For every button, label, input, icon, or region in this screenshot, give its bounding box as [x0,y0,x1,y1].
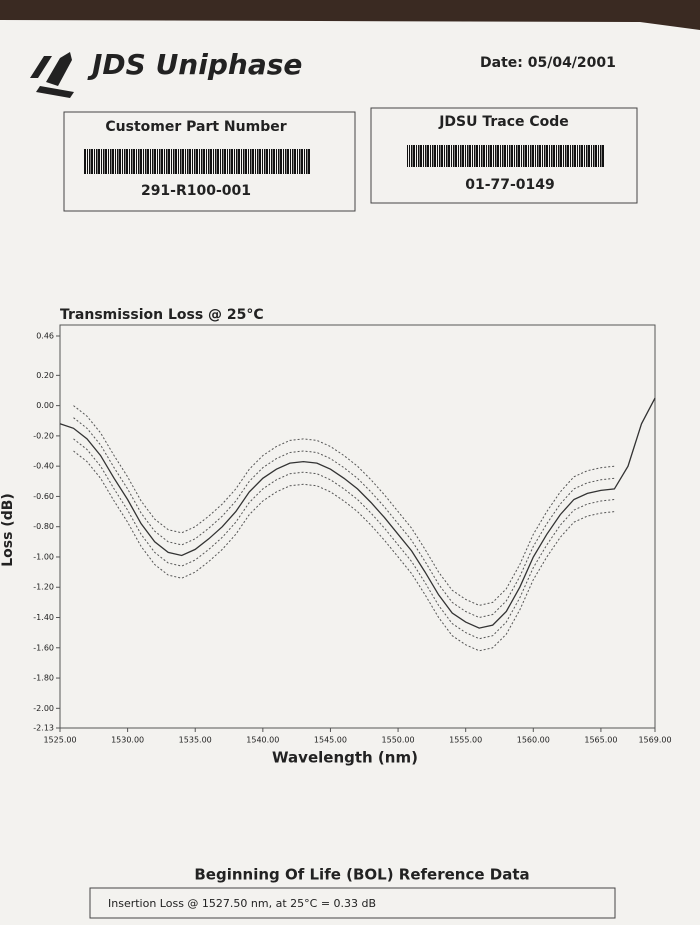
y-tick-label: -1.20 [33,583,54,592]
box-title: JDSU Trace Code [438,114,569,130]
bound-line [73,417,615,619]
date: Date: 05/04/2001 [480,55,616,71]
box-value: 291-R100-001 [141,183,251,199]
y-tick-label: -0.20 [33,431,54,440]
loss-line [59,397,656,629]
x-tick-label: 1569.00 [638,736,671,745]
paper [0,20,700,925]
footer-title: Beginning Of Life (BOL) Reference Data [194,866,529,884]
logo-text: JDS Uniphase [87,48,302,81]
y-tick-label: -1.40 [33,613,54,622]
y-tick-label: -2.13 [33,724,54,733]
y-tick-label: -0.40 [33,462,54,471]
y-tick-label: -0.60 [33,492,54,501]
x-tick-label: 1535.00 [179,736,212,745]
bound-line [73,450,615,652]
x-tick-label: 1550.00 [382,736,415,745]
box [63,111,356,212]
y-tick-label: 0.20 [36,371,54,380]
x-tick-label: 1530.00 [111,736,144,745]
y-axis-label: Loss (dB) [0,493,16,567]
y-tick-label: -2.00 [33,704,54,713]
y-tick-label: -1.00 [33,552,54,561]
x-tick-label: 1525.00 [43,736,76,745]
barcode [407,145,605,167]
box-value: 01-77-0149 [465,177,555,193]
y-tick-label: 0.00 [36,401,54,410]
footer-note: Insertion Loss @ 1527.50 nm, at 25°C = 0… [108,897,376,910]
logo-icon [30,52,74,98]
y-tick-label: -0.80 [33,522,54,531]
footer-box [89,887,616,919]
box [370,107,638,204]
box-title: Customer Part Number [105,119,286,135]
y-tick-label: 0.46 [36,332,54,341]
chart-title: Transmission Loss @ 25°C [60,307,264,323]
x-tick-label: 1565.00 [584,736,617,745]
y-tick-label: -1.60 [33,643,54,652]
bound-line [73,438,615,640]
x-axis-label: Wavelength (nm) [272,749,418,767]
x-tick-label: 1545.00 [314,736,347,745]
barcode [84,149,310,174]
x-tick-label: 1560.00 [517,736,550,745]
y-tick-label: -1.80 [33,674,54,683]
x-tick-label: 1555.00 [449,736,482,745]
bound-line [73,405,615,606]
x-tick-label: 1540.00 [246,736,279,745]
